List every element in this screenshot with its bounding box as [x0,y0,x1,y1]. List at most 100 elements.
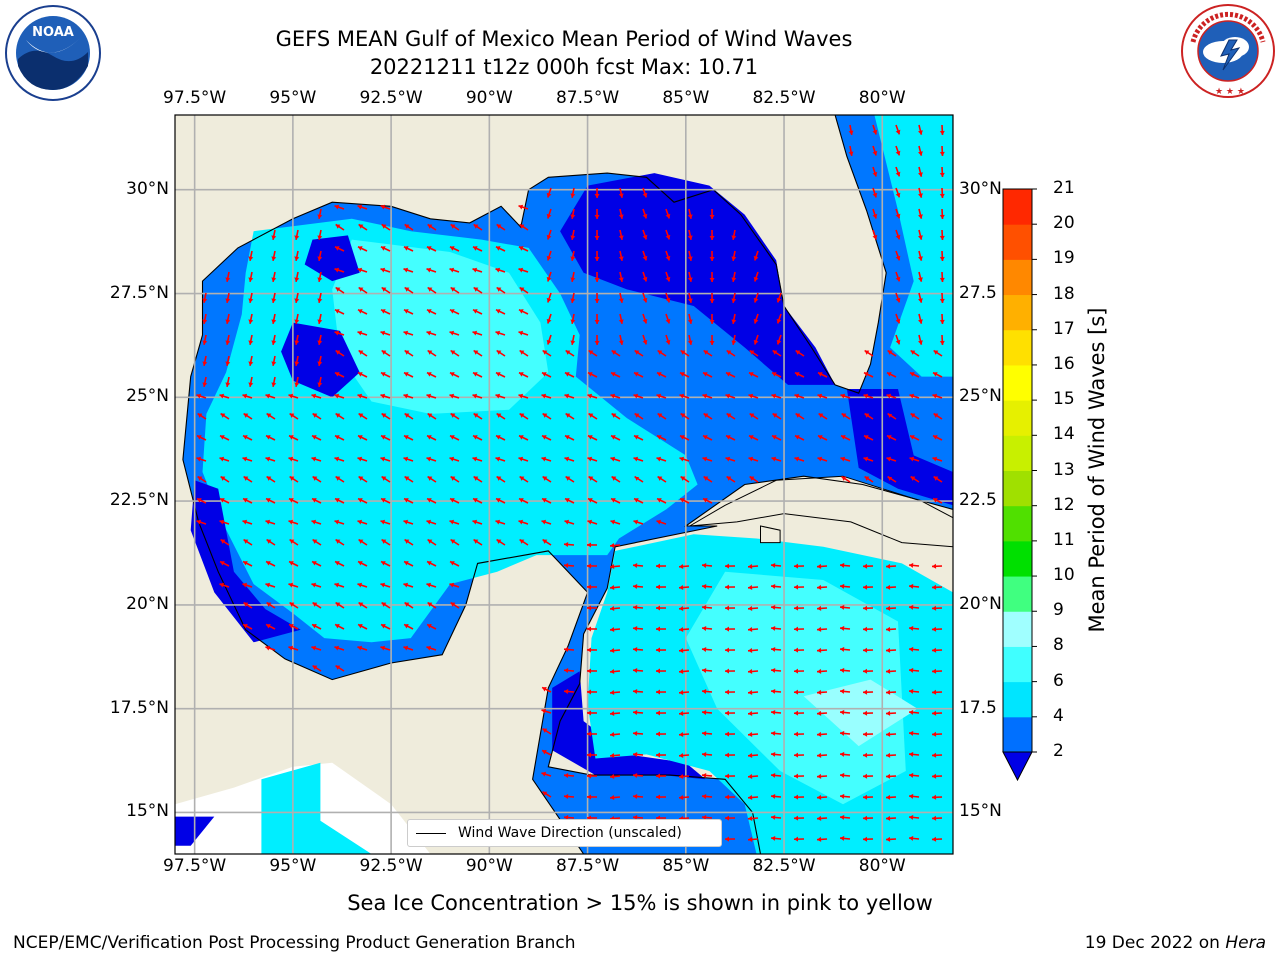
wave-direction-arrow [793,815,805,821]
wave-direction-arrow [610,456,621,462]
wave-direction-arrow [794,456,805,462]
wave-direction-arrow [908,814,920,820]
colorbar-segment [1003,435,1032,471]
wave-direction-arrow [588,349,598,357]
wave-direction-arrow [380,393,391,399]
wave-direction-arrow [294,355,300,366]
wave-direction-arrow [655,794,667,800]
wave-direction-arrow [885,710,897,716]
wave-direction-arrow [546,250,552,261]
wave-direction-arrow [817,393,828,399]
colorbar-segment [1003,646,1032,683]
wave-direction-arrow [317,355,323,366]
wave-direction-arrow [380,582,391,588]
wave-direction-arrow [473,412,483,420]
wave-direction-arrow [724,689,736,695]
wave-direction-arrow [939,187,945,199]
wave-direction-arrow [450,538,460,546]
svg-text:★ ★ ★: ★ ★ ★ [1215,87,1245,97]
wave-direction-arrow [196,519,207,525]
wave-direction-arrow [334,434,345,441]
wave-direction-arrow [563,647,575,653]
wave-direction-arrow [885,731,897,737]
wave-direction-arrow [655,773,667,779]
wave-direction-arrow [794,371,805,378]
wave-direction-arrow [931,710,943,716]
wave-direction-arrow [731,271,737,282]
wave-direction-arrow [381,475,391,483]
wave-direction-arrow [724,794,736,800]
map-frame [174,114,954,855]
wave-direction-arrow [586,689,598,695]
wave-direction-arrow [563,794,575,800]
wave-direction-arrow [618,250,624,261]
wave-direction-arrow [918,250,923,261]
wave-direction-arrow [862,626,874,632]
wave-direction-arrow [633,434,644,441]
wave-direction-arrow [753,292,759,303]
wave-direction-arrow [587,456,598,462]
wave-direction-arrow [271,313,277,324]
wave-direction-arrow [908,562,920,568]
wave-direction-arrow [248,376,254,387]
wave-direction-arrow [841,475,851,483]
lon-tick-bottom: 80°W [858,856,906,876]
wave-direction-arrow [747,815,759,821]
wave-direction-arrow [495,246,506,252]
wave-direction-arrow [450,286,460,294]
wave-direction-arrow [885,794,897,800]
wave-direction-arrow [404,601,414,609]
wave-direction-arrow [862,836,874,842]
wave-direction-arrow [449,497,460,504]
wave-direction-arrow [887,412,897,420]
wave-direction-arrow [839,667,851,673]
wave-direction-arrow [770,562,782,568]
wave-direction-arrow [709,250,715,262]
wave-direction-arrow [271,355,277,366]
wave-direction-arrow [609,774,621,780]
wave-direction-arrow [546,271,552,282]
wave-direction-arrow [680,475,690,483]
wave-direction-arrow [908,604,920,610]
wave-direction-arrow [886,434,897,441]
wave-direction-arrow [311,497,322,504]
chart-title: GEFS MEAN Gulf of Mexico Mean Period of … [275,27,853,51]
wave-direction-arrow [289,412,299,420]
wave-direction-arrow [678,627,690,632]
wave-direction-arrow [288,623,299,630]
wave-direction-arrow [473,349,483,357]
wave-direction-arrow [816,731,828,737]
wave-direction-arrow [931,689,943,695]
wave-direction-arrow [918,292,923,303]
lon-tick-top: 82.5°W [752,88,816,108]
colorbar-segment [1003,681,1032,718]
wave-direction-arrow [570,229,576,240]
wave-direction-arrow [271,292,277,303]
colorbar-label: 4 [1053,705,1064,726]
wave-direction-arrow [793,647,805,653]
lon-tick-bottom: 87.5°W [555,856,620,876]
wave-direction-arrow [642,271,648,282]
wave-direction-arrow [358,349,368,357]
wave-direction-arrow [816,584,828,590]
lon-tick-bottom: 95°W [269,856,317,876]
wave-direction-arrow [687,250,693,261]
wave-direction-arrow [611,475,621,483]
wave-direction-arrow [747,731,759,737]
lat-tick-right: 20°N [959,593,1002,614]
wave-direction-arrow [248,271,254,282]
wave-direction-arrow [862,689,874,695]
wave-direction-arrow [793,773,805,779]
wave-direction-arrow [795,349,805,357]
wave-direction-arrow [939,166,945,178]
wave-direction-arrow [703,475,713,483]
wave-direction-arrow [839,562,851,568]
wave-direction-arrow [932,434,943,441]
wave-direction-arrow [335,349,345,357]
wave-direction-arrow [266,412,276,420]
wave-direction-arrow [678,585,690,590]
wave-direction-arrow [403,371,414,378]
wave-direction-arrow [357,434,368,441]
wave-direction-arrow [288,582,299,588]
wave-direction-arrow [862,752,874,758]
